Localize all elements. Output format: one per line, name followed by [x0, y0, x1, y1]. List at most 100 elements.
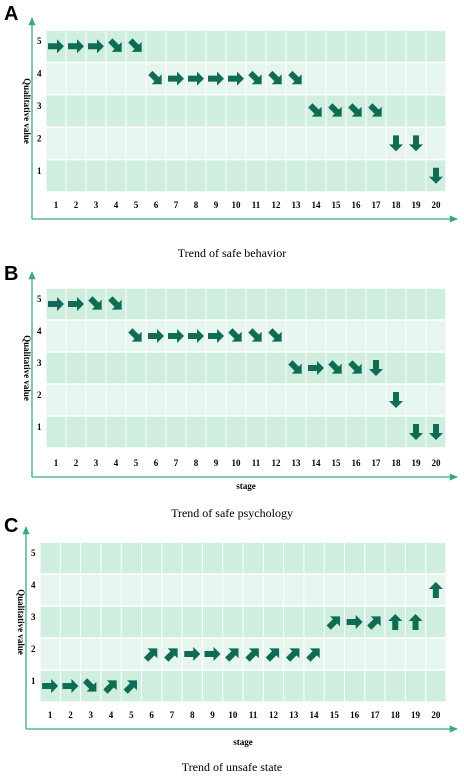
x-tick-label: 10: [232, 458, 242, 468]
x-tick-label: 6: [149, 710, 154, 720]
x-tick-label: 8: [194, 458, 199, 468]
data-arrow-point: [389, 392, 403, 408]
x-tick-label: 14: [312, 458, 322, 468]
data-arrow-point: [348, 103, 362, 117]
y-tick-label: 2: [37, 133, 42, 143]
x-axis-label: stage: [236, 481, 256, 491]
panel-letter: C: [4, 515, 18, 537]
x-tick-label: 15: [332, 200, 342, 210]
data-arrow-point: [429, 424, 443, 440]
x-tick-label: 1: [48, 710, 53, 720]
y-tick-label: 4: [37, 326, 42, 336]
data-arrow-point: [285, 648, 300, 662]
panel-letter: B: [4, 263, 18, 285]
data-arrow-point: [108, 296, 122, 310]
data-arrow-point: [308, 103, 322, 117]
data-arrow-point: [184, 647, 201, 661]
data-arrow-point: [168, 71, 184, 86]
y-tick-label: 3: [31, 612, 36, 622]
data-arrow-point: [128, 328, 142, 342]
data-arrow-point: [148, 70, 162, 85]
data-arrow-point: [268, 328, 282, 342]
data-arrow-point: [308, 361, 324, 375]
y-tick-label: 3: [37, 358, 42, 368]
x-tick-label: 2: [68, 710, 73, 720]
x-tick-label: 11: [249, 710, 258, 720]
x-tick-label: 1: [54, 458, 59, 468]
x-tick-label: 11: [252, 458, 261, 468]
x-tick-label: 11: [252, 200, 261, 210]
x-tick-label: 8: [190, 710, 195, 720]
data-arrow-point: [68, 39, 84, 54]
chart-title: Trend of unsafe state: [182, 760, 283, 774]
data-arrow-point: [128, 38, 142, 52]
data-arrow-point: [42, 679, 59, 693]
data-arrow-point: [228, 71, 244, 86]
x-tick-label: 16: [352, 200, 362, 210]
panel-letter: A: [4, 3, 18, 25]
y-tick-label: 3: [37, 101, 42, 111]
x-tick-label: 19: [412, 200, 422, 210]
x-tick-label: 17: [370, 710, 380, 720]
data-arrow-point: [88, 39, 104, 54]
x-tick-label: 3: [94, 200, 99, 210]
data-arrow-point: [429, 167, 443, 184]
data-arrow-point: [82, 678, 97, 692]
data-arrow-point: [168, 329, 184, 343]
x-tick-label: 18: [392, 458, 402, 468]
y-tick-label: 5: [31, 548, 36, 558]
x-tick-label: 14: [312, 200, 322, 210]
x-tick-label: 16: [352, 458, 362, 468]
x-tick-label: 9: [214, 458, 219, 468]
data-arrow-point: [88, 296, 102, 310]
x-tick-label: 16: [350, 710, 360, 720]
data-arrow-point: [389, 135, 403, 152]
x-tick-label: 4: [109, 710, 114, 720]
x-tick-label: 13: [292, 200, 302, 210]
chart-title: Trend of safe psychology: [171, 506, 293, 520]
x-tick-label: 9: [214, 200, 219, 210]
data-arrow-point: [68, 297, 84, 311]
x-tick-label: 10: [228, 710, 238, 720]
y-tick-label: 4: [31, 580, 36, 590]
x-tick-label: 19: [412, 458, 422, 468]
x-tick-label: 19: [411, 710, 421, 720]
x-tick-label: 5: [129, 710, 134, 720]
x-tick-label: 20: [431, 710, 441, 720]
data-arrow-point: [367, 616, 381, 630]
x-tick-label: 12: [272, 458, 282, 468]
data-arrow-point: [208, 71, 224, 86]
x-tick-label: 1: [54, 200, 59, 210]
data-arrow-point: [388, 614, 403, 630]
x-tick-label: 2: [74, 200, 79, 210]
x-tick-label: 12: [269, 710, 279, 720]
y-tick-label: 2: [37, 390, 42, 400]
data-arrow-point: [265, 648, 280, 662]
x-tick-label: 15: [330, 710, 340, 720]
x-tick-label: 17: [372, 458, 382, 468]
x-tick-label: 9: [210, 710, 215, 720]
data-arrow-point: [248, 328, 262, 342]
data-arrow-point: [48, 39, 64, 54]
data-arrow-point: [164, 648, 178, 662]
x-tick-label: 14: [310, 710, 320, 720]
x-tick-label: 4: [114, 200, 119, 210]
data-arrow-point: [208, 329, 224, 343]
y-axis-label: Qualitative value: [22, 78, 32, 144]
x-tick-label: 8: [194, 200, 199, 210]
y-tick-label: 5: [37, 36, 42, 46]
data-arrow-point: [409, 135, 423, 152]
y-tick-label: 4: [37, 69, 42, 79]
x-tick-label: 3: [89, 710, 94, 720]
data-arrow-point: [328, 103, 342, 117]
data-arrow-point: [48, 297, 64, 311]
data-arrow-point: [408, 614, 423, 630]
data-arrow-point: [62, 679, 79, 693]
data-arrow-point: [288, 70, 302, 85]
x-tick-label: 18: [391, 710, 401, 720]
data-arrow-point: [306, 648, 320, 662]
